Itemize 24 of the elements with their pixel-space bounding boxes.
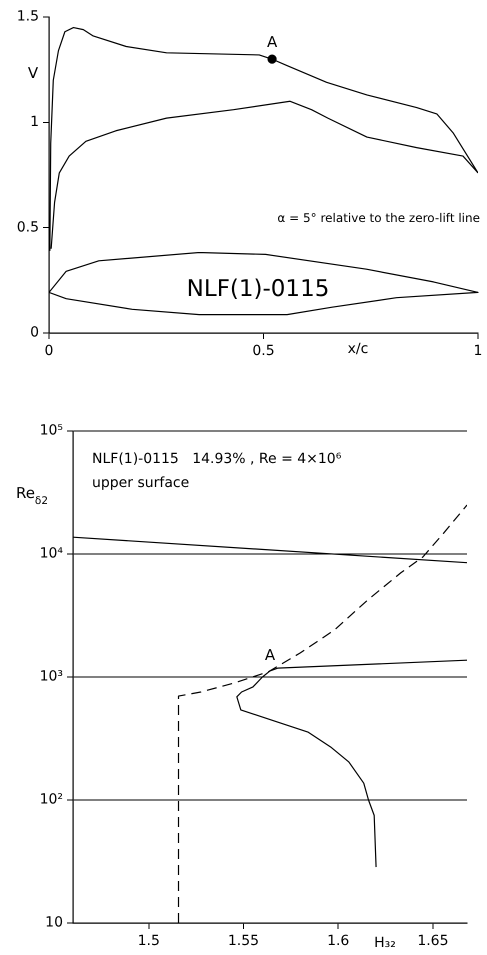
x-tick-label: 0.5 [252,343,275,360]
annotation: A [266,33,278,52]
x-axis-title: x/c [348,341,368,357]
x-tick-label: 1.5 [138,933,160,950]
annotation: NLF(1)-0115 [186,276,330,302]
y-tick-label: 0 [30,324,39,341]
x-tick-label: 1.65 [417,933,448,950]
annotation: α = 5° relative to the zero-lift line [277,211,480,225]
y-tick-label: 10⁵ [40,422,63,439]
y-tick-label: 0.5 [16,219,39,236]
x-tick-label: 1 [474,343,482,360]
annotation: NLF(1)-0115 14.93% , Re = 4×10⁶ [92,451,342,467]
y-tick-label: 10 [45,914,63,931]
annotation: A [264,646,276,664]
y-tick-label: 10³ [40,668,63,685]
y-tick-label: 1.5 [16,8,39,25]
x-axis-title: H₃₂ [374,935,396,951]
x-tick-label: 1.55 [228,933,260,950]
y-axis-title: V [28,64,39,82]
annotation: upper surface [92,475,190,491]
y-tick-label: 10² [40,792,63,808]
y-tick-label: 10⁴ [40,546,64,562]
x-tick-label: 1.6 [327,933,350,950]
y-tick-label: 1 [30,114,39,130]
